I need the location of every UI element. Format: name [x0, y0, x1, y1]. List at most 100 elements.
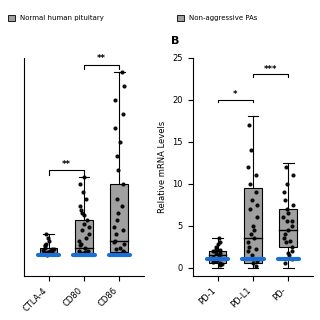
- Point: [213, 258, 219, 263]
- Point: [44, 251, 50, 256]
- Point: [45, 236, 50, 241]
- Point: [247, 181, 252, 186]
- Point: [213, 247, 218, 252]
- Point: [82, 213, 87, 218]
- Point: [290, 244, 295, 249]
- Point: [254, 247, 259, 252]
- Point: [285, 227, 290, 232]
- Point: [46, 238, 51, 244]
- Point: [248, 206, 253, 212]
- Point: [76, 248, 82, 253]
- Point: [48, 251, 53, 256]
- Point: [249, 198, 254, 203]
- Point: [83, 236, 88, 241]
- Point: [218, 247, 223, 252]
- Point: [246, 164, 251, 169]
- Point: [289, 223, 294, 228]
- Point: [213, 250, 218, 255]
- Point: [250, 252, 255, 258]
- Point: [288, 238, 293, 243]
- Bar: [75, 220, 93, 253]
- Point: [219, 262, 224, 267]
- Point: [79, 227, 84, 232]
- Point: [215, 258, 220, 263]
- Point: [50, 250, 55, 255]
- Point: [216, 252, 221, 258]
- Point: [111, 240, 116, 245]
- Point: [283, 231, 288, 236]
- Point: [218, 261, 223, 266]
- Point: [115, 154, 120, 159]
- Point: [86, 224, 92, 229]
- Point: [245, 248, 251, 253]
- Bar: [40, 248, 57, 254]
- Point: [210, 248, 215, 253]
- Point: [82, 250, 87, 255]
- Point: [211, 259, 216, 264]
- Point: [44, 241, 49, 246]
- Point: [252, 236, 257, 241]
- Point: [285, 206, 290, 212]
- Point: [254, 202, 260, 207]
- Point: [251, 223, 256, 228]
- Point: [42, 251, 47, 256]
- Point: [113, 125, 118, 131]
- Point: [284, 240, 289, 245]
- Point: [83, 245, 88, 251]
- Point: [115, 168, 120, 173]
- Point: [282, 261, 287, 266]
- Point: [84, 217, 90, 222]
- Point: [291, 202, 296, 207]
- Point: [217, 262, 222, 268]
- Point: [41, 247, 46, 252]
- Legend: Normal human pituitary: Normal human pituitary: [5, 13, 106, 23]
- Point: [246, 244, 251, 249]
- Bar: [279, 209, 297, 247]
- Point: [120, 227, 125, 232]
- Bar: [244, 188, 262, 263]
- Point: [51, 247, 56, 252]
- Point: [42, 250, 47, 255]
- Point: [281, 215, 286, 220]
- Point: [245, 240, 251, 245]
- Point: [253, 189, 258, 195]
- Point: [248, 148, 253, 153]
- Point: [48, 248, 53, 253]
- Point: [114, 196, 119, 201]
- Point: [77, 182, 83, 187]
- Point: [122, 83, 127, 88]
- Point: [43, 244, 48, 249]
- Point: [252, 227, 257, 232]
- Text: **: **: [97, 54, 106, 63]
- Point: [77, 238, 82, 244]
- Y-axis label: Relative mRNA Levels: Relative mRNA Levels: [158, 121, 167, 213]
- Point: [114, 231, 119, 236]
- Point: [119, 203, 124, 208]
- Point: [283, 198, 288, 203]
- Point: [121, 250, 126, 255]
- Text: *: *: [233, 90, 237, 99]
- Bar: [209, 251, 226, 263]
- Point: [44, 251, 49, 256]
- Point: [47, 251, 52, 256]
- Point: [83, 196, 88, 201]
- Point: [76, 251, 82, 256]
- Point: [122, 252, 127, 257]
- Point: [77, 203, 82, 208]
- Point: [86, 231, 91, 236]
- Point: [117, 140, 122, 145]
- Point: [47, 249, 52, 254]
- Point: [112, 97, 117, 102]
- Point: [291, 173, 296, 178]
- Point: [45, 252, 50, 257]
- Point: [82, 250, 87, 255]
- Legend: Non-aggressive PAs: Non-aggressive PAs: [174, 13, 260, 23]
- Point: [251, 257, 256, 262]
- Point: [121, 241, 126, 246]
- Text: ***: ***: [264, 65, 277, 74]
- Point: [211, 254, 216, 259]
- Point: [216, 236, 221, 241]
- Point: [79, 241, 84, 246]
- Point: [43, 243, 48, 248]
- Point: [79, 210, 84, 215]
